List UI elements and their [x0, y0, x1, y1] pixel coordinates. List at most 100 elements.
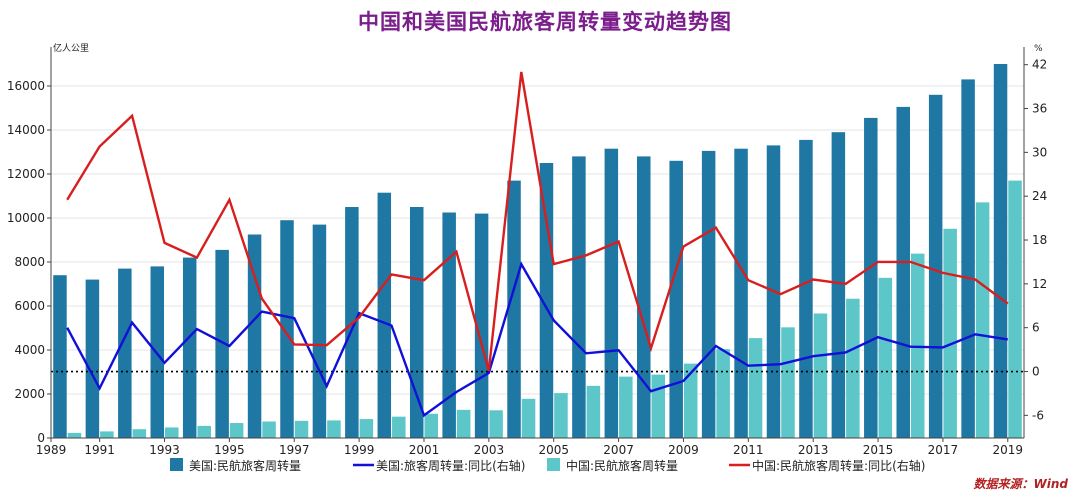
bar-us-2008 — [637, 156, 651, 438]
bar-us-2019 — [993, 64, 1008, 438]
line-cn-yoy — [66, 71, 1009, 372]
right-tick-label: 12 — [1032, 277, 1047, 291]
bar-cn-2018 — [975, 202, 990, 438]
bar-cn-1992 — [132, 429, 147, 438]
bar-us-2005 — [539, 163, 554, 438]
left-tick-label: 14000 — [7, 123, 45, 137]
bar-us-2011 — [734, 148, 748, 438]
bar-cn-2007 — [619, 376, 633, 438]
bar-cn-2010 — [716, 349, 730, 438]
x-tick-label: 2007 — [603, 443, 634, 457]
bar-us-2014 — [831, 132, 846, 438]
bar-us-2003 — [474, 213, 489, 438]
x-tick-label: 2005 — [538, 443, 569, 457]
left-tick-label: 6000 — [14, 299, 45, 313]
left-tick-label: 10000 — [7, 211, 45, 225]
bar-us-2010 — [701, 150, 716, 438]
bar-us-1998 — [312, 224, 327, 438]
line-us-yoy — [66, 261, 1008, 418]
legend: 美国:民航旅客周转量 美国:旅客周转量:同比(右轴) 中国:民航旅客周转量 中国:民航… — [170, 458, 925, 473]
bar-us-1991 — [85, 279, 100, 438]
x-tick-label: 2003 — [474, 443, 505, 457]
x-tick-label: 2015 — [863, 443, 894, 457]
chart-title: 中国和美国民航旅客周转量变动趋势图 — [358, 10, 732, 34]
right-tick-label: 24 — [1032, 189, 1047, 203]
bar-cn-2014 — [846, 298, 860, 438]
bar-us-2018 — [961, 79, 975, 439]
x-tick-label: 1991 — [84, 443, 115, 457]
right-tick-label: 6 — [1032, 321, 1040, 335]
legend-label-1: 美国:旅客周转量:同比(右轴) — [376, 458, 525, 473]
bar-us-2016 — [896, 106, 910, 439]
legend-label-3: 中国:民航旅客周转量:同比(右轴) — [752, 458, 925, 473]
bar-us-2002 — [442, 212, 456, 438]
right-tick-label: 30 — [1032, 145, 1047, 159]
legend-swatch-2 — [547, 458, 560, 471]
bar-us-2000 — [377, 192, 392, 438]
bar-cn-1999 — [359, 419, 374, 438]
right-tick-label: 0 — [1032, 365, 1040, 379]
bar-cn-1997 — [294, 420, 309, 438]
right-axis-unit: % — [1034, 44, 1043, 54]
axes: 亿人公里 % 0 2000 4000 6000 8000 10000 12000 14000 160… — [7, 42, 1047, 457]
right-tick-label: -6 — [1032, 408, 1044, 422]
bar-cn-1995 — [229, 423, 244, 438]
right-tick-label: 42 — [1032, 58, 1047, 72]
bar-us-2015 — [864, 117, 878, 439]
bar-cn-2017 — [943, 228, 957, 438]
left-tick-label: 4000 — [14, 343, 45, 357]
bar-cn-1993 — [165, 427, 179, 438]
x-tick-label: 1999 — [344, 443, 375, 457]
left-tick-label: 16000 — [7, 79, 45, 93]
bar-cn-2009 — [683, 363, 698, 438]
x-tick-label: 1989 — [36, 443, 67, 457]
right-tick-label: 36 — [1032, 102, 1047, 116]
x-tick-label: 2011 — [733, 443, 764, 457]
bar-cn-2005 — [554, 393, 568, 438]
legend-swatch-0 — [170, 458, 183, 471]
bar-cn-2011 — [748, 338, 763, 438]
legend-label-0: 美国:民航旅客周转量 — [189, 458, 301, 473]
x-tick-label: 2017 — [928, 443, 959, 457]
bar-us-2001 — [409, 207, 424, 438]
bar-cn-2019 — [1008, 180, 1022, 438]
bar-cn-2003 — [489, 410, 503, 438]
x-tick-label: 1997 — [279, 443, 310, 457]
bar-cn-2002 — [456, 409, 471, 438]
x-tick-label: 1995 — [214, 443, 245, 457]
bar-us-2007 — [604, 148, 619, 438]
bar-cn-1996 — [262, 421, 276, 438]
x-tick-label: 2009 — [668, 443, 699, 457]
grid-lines — [51, 85, 1024, 395]
bar-cn-2001 — [424, 413, 438, 438]
bar-cn-2006 — [586, 385, 601, 438]
us-bar-series — [53, 64, 1008, 439]
left-tick-label: 0 — [37, 431, 45, 445]
bar-cn-2015 — [878, 277, 893, 438]
bar-us-1995 — [215, 249, 229, 438]
bar-us-1997 — [280, 220, 294, 438]
left-axis-unit: 亿人公里 — [53, 42, 89, 54]
x-tick-label: 2019 — [993, 443, 1024, 457]
source-note: 数据来源：Wind — [973, 477, 1068, 491]
bar-cn-2000 — [392, 416, 406, 438]
right-tick-label: 18 — [1032, 233, 1047, 247]
bar-cn-2004 — [521, 398, 536, 438]
cn-bar-series — [67, 180, 1022, 438]
bar-cn-1990 — [67, 432, 82, 438]
bar-us-2004 — [507, 180, 521, 438]
bar-us-2017 — [928, 94, 943, 439]
x-tick-label: 2001 — [409, 443, 440, 457]
bar-cn-1994 — [197, 425, 211, 438]
bar-cn-1991 — [100, 431, 114, 438]
bar-cn-2012 — [781, 327, 795, 438]
bar-us-2009 — [669, 160, 683, 439]
x-tick-label: 1993 — [149, 443, 180, 457]
line-series — [66, 71, 1009, 418]
legend-label-2: 中国:民航旅客周转量 — [566, 458, 678, 473]
bar-us-1992 — [118, 268, 132, 438]
bar-cn-2008 — [651, 374, 666, 438]
bar-cn-2013 — [813, 313, 828, 438]
bar-us-2013 — [799, 139, 813, 438]
